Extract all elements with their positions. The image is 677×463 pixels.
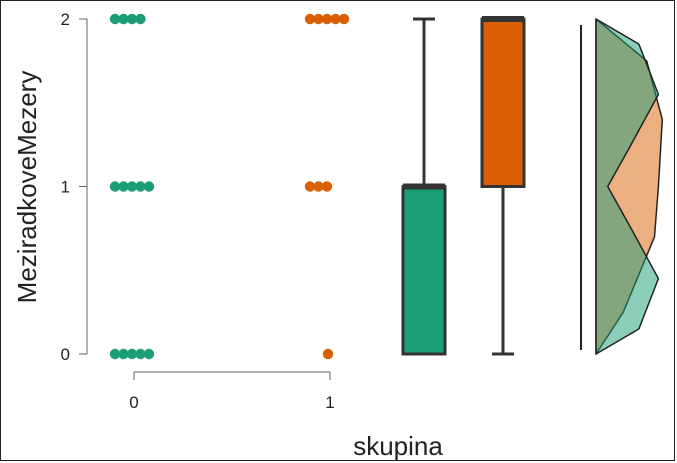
x-axis-title: skupina <box>353 431 443 461</box>
data-point <box>126 181 138 192</box>
data-point <box>109 348 121 360</box>
data-point <box>322 348 334 360</box>
x-tick-label: 1 <box>325 393 334 412</box>
data-point <box>109 181 121 192</box>
boxplot-box <box>401 185 447 356</box>
x-tick-label: 0 <box>129 393 138 412</box>
data-point <box>143 348 155 360</box>
data-point <box>304 13 316 25</box>
data-point <box>118 13 129 25</box>
y-axis-title: MeziradkoveMezery <box>12 71 42 304</box>
data-point <box>313 181 324 192</box>
data-point <box>126 348 138 360</box>
data-point <box>304 181 316 192</box>
data-point <box>143 181 155 192</box>
data-point <box>109 13 121 25</box>
data-point <box>321 13 333 25</box>
data-point <box>118 348 129 360</box>
y-tick-label: 1 <box>61 178 70 197</box>
boxplot-layer <box>401 16 526 356</box>
boxplot-box <box>480 17 526 188</box>
density-layer <box>580 18 664 355</box>
data-point <box>135 13 146 25</box>
data-point <box>321 181 333 192</box>
y-tick-label: 0 <box>61 345 70 364</box>
data-point <box>330 13 341 25</box>
dot-layer <box>109 13 350 360</box>
density-curve <box>595 18 660 355</box>
data-point <box>118 181 129 192</box>
data-point <box>126 13 138 25</box>
data-point <box>135 181 146 192</box>
data-point <box>338 13 350 25</box>
data-point <box>313 13 324 25</box>
y-tick-label: 2 <box>61 10 70 29</box>
data-point <box>135 348 146 360</box>
axes: 0 1 2 0 1 <box>61 10 335 412</box>
